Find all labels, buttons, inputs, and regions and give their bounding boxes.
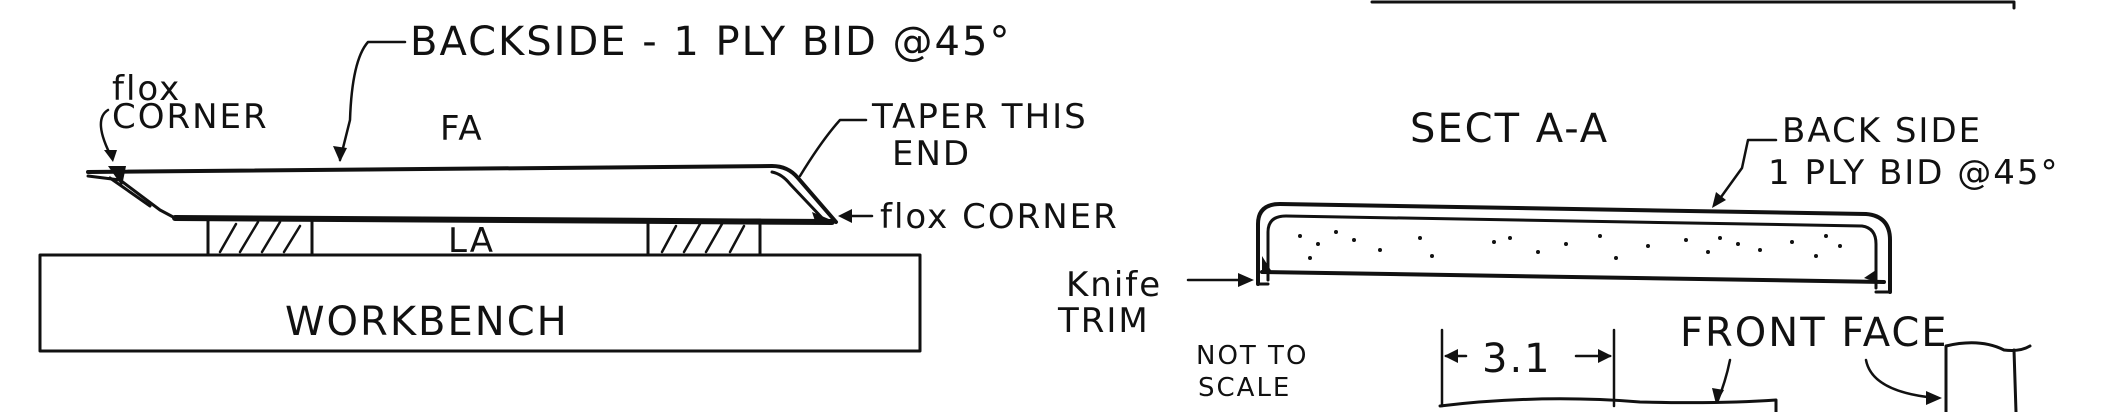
workbench — [38, 253, 922, 353]
flox-fill-left — [108, 166, 126, 186]
knife-trim-line1: Knife — [1066, 265, 1162, 305]
section-a-a-view: SECT A-A BACK SIDE 1 PLY BID @45° — [1057, 0, 2060, 412]
front-face-post-leader — [1864, 358, 1938, 400]
taper-note-line1: TAPER THIS — [871, 97, 1088, 137]
backside-leader — [338, 40, 407, 162]
support-block-left — [206, 216, 314, 257]
scale-note-line1: NOT TO — [1196, 341, 1308, 371]
foam-core-stipple — [1298, 230, 1842, 260]
backside-note: BACKSIDE - 1 PLY BID @45° — [410, 19, 1011, 65]
taper-leader — [798, 118, 868, 178]
flox-corner-left-line1: flox — [112, 69, 181, 109]
section-backside-line1: BACK SIDE — [1782, 111, 1982, 151]
fa-label: FA — [440, 109, 484, 149]
section-backside-line2: 1 PLY BID @45° — [1768, 153, 2060, 193]
flox-fill-right — [812, 212, 836, 224]
scale-note-line2: SCALE — [1198, 373, 1291, 403]
front-face-post — [1944, 341, 2032, 412]
top-box-edge — [1370, 0, 2016, 10]
layup-part — [86, 164, 838, 225]
la-label: LA — [448, 221, 495, 261]
backside-arrowhead — [333, 146, 347, 162]
taper-note-line2: END — [892, 134, 971, 174]
dimension-value: 3.1 — [1482, 336, 1552, 382]
front-face-profile — [1438, 397, 1778, 412]
front-face-label: FRONT FACE — [1680, 310, 1949, 356]
knife-trim-line2: TRIM — [1057, 301, 1150, 341]
workbench-label: WORKBENCH — [285, 299, 569, 345]
flox-corner-right-note: flox CORNER — [880, 197, 1119, 237]
flox-corner-left-line2: CORNER — [112, 97, 269, 137]
left-side-view: WORKBENCH BACKSIDE - 1 PLY BID @45° flox — [38, 19, 1119, 353]
section-body — [1256, 202, 1892, 294]
section-backside-leader — [1714, 138, 1778, 206]
section-title: SECT A-A — [1410, 106, 1609, 152]
support-block-right — [646, 218, 762, 257]
